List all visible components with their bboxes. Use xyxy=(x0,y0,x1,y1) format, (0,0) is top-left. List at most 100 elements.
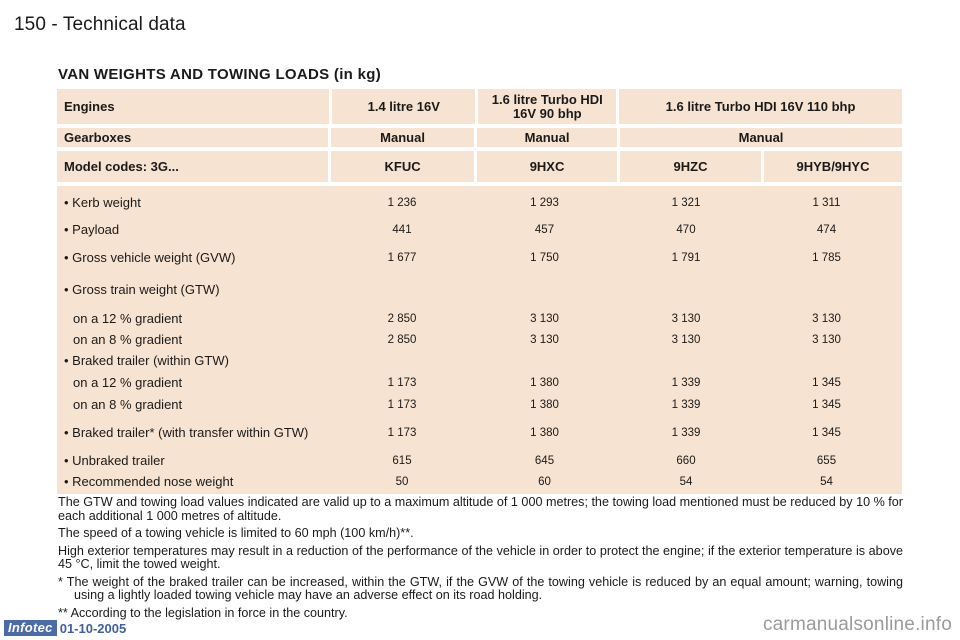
engine-col-34: 1.6 litre Turbo HDI 16V 110 bhp xyxy=(616,89,902,124)
row-label: • Payload xyxy=(64,222,120,237)
cell: 1 339 xyxy=(671,377,701,389)
cell: 3 130 xyxy=(812,312,841,325)
table-row: • Payload 441 457 470 474 xyxy=(57,216,902,244)
note-altitude: The GTW and towing load values indicated… xyxy=(58,495,903,523)
cell: 1 236 xyxy=(387,196,417,209)
model-code-3: 9HZC xyxy=(617,151,761,182)
footnote-legislation: ** According to the legislation in force… xyxy=(58,605,348,620)
cell: 3 130 xyxy=(530,333,559,346)
table-row: • Gross train weight (GTW) xyxy=(57,272,902,308)
cell: 1 339 xyxy=(671,398,701,411)
publisher-stamp: Infotec 01-10-2005 xyxy=(4,620,126,636)
model-code-2: 9HXC xyxy=(474,151,617,182)
cell: 2 850 xyxy=(387,333,417,346)
cell: 1 380 xyxy=(530,377,559,389)
infotec-logo: Infotec xyxy=(4,620,57,636)
cell xyxy=(330,272,474,308)
cell: 1 293 xyxy=(530,196,559,209)
row-label: • Braked trailer (within GTW) xyxy=(64,353,229,368)
cell: 1 677 xyxy=(387,252,417,264)
table-row: • Kerb weight 1 236 1 293 1 321 1 311 xyxy=(57,189,902,216)
cell: 1 321 xyxy=(671,196,701,209)
cell xyxy=(615,272,757,308)
gearboxes-label: Gearboxes xyxy=(64,129,132,145)
cell xyxy=(757,350,896,372)
section-title: VAN WEIGHTS AND TOWING LOADS (in kg) xyxy=(58,66,382,83)
page-title: 150 - Technical data xyxy=(14,14,186,35)
table-row: on an 8 % gradient 2 850 3 130 3 130 3 1… xyxy=(57,329,902,350)
model-code-4: 9HYB/9HYC xyxy=(761,151,902,182)
cell: 60 xyxy=(538,476,551,488)
cell: 1 345 xyxy=(812,377,841,389)
gearboxes-row: Gearboxes Manual Manual Manual xyxy=(57,128,902,147)
engines-row: Engines 1.4 litre 16V 1.6 litre Turbo HD… xyxy=(57,89,902,124)
cell: 1 173 xyxy=(387,426,417,439)
engine-col-2: 1.6 litre Turbo HDI 16V 90 bhp xyxy=(475,89,616,124)
engine-col-1: 1.4 litre 16V xyxy=(329,89,475,124)
row-label: • Braked trailer* (with transfer within … xyxy=(64,424,309,440)
table-row: on an 8 % gradient 1 173 1 380 1 339 1 3… xyxy=(57,394,902,415)
cell: 50 xyxy=(395,476,409,488)
cell: 1 311 xyxy=(812,196,841,209)
cell: 1 785 xyxy=(812,252,841,264)
cell: 3 130 xyxy=(671,333,701,346)
cell xyxy=(757,272,896,308)
cell xyxy=(330,350,474,372)
table-row: • Gross vehicle weight (GVW) 1 677 1 750… xyxy=(57,244,902,272)
model-code-1: KFUC xyxy=(328,151,474,182)
cell: 1 750 xyxy=(530,252,559,264)
row-label: • Gross train weight (GTW) xyxy=(64,282,220,297)
cell: 660 xyxy=(676,455,696,467)
note-speed: The speed of a towing vehicle is limited… xyxy=(58,526,414,540)
table-row: • Braked trailer* (with transfer within … xyxy=(57,415,902,450)
cell: 1 345 xyxy=(812,398,841,411)
weights-table: Engines 1.4 litre 16V 1.6 litre Turbo HD… xyxy=(57,89,902,494)
notes: The GTW and towing load values indicated… xyxy=(58,495,903,624)
cell: 441 xyxy=(392,224,412,236)
row-label: on an 8 % gradient xyxy=(73,331,183,347)
gearbox-col-1: Manual xyxy=(328,128,474,147)
row-label: on a 12 % gradient xyxy=(73,375,183,390)
cell: 1 345 xyxy=(812,426,841,439)
note-temperature: High exterior temperatures may result in… xyxy=(58,543,903,571)
row-label: • Kerb weight xyxy=(64,194,141,210)
cell: 470 xyxy=(676,224,696,236)
cell xyxy=(474,350,615,372)
cell: 457 xyxy=(534,224,555,236)
engines-label: Engines xyxy=(64,98,115,114)
cell: 1 380 xyxy=(530,398,559,411)
cell: 1 380 xyxy=(530,426,559,439)
gearbox-col-34: Manual xyxy=(617,128,902,147)
row-label: on a 12 % gradient xyxy=(73,310,183,326)
cell: 2 850 xyxy=(387,312,417,325)
model-codes-label: Model codes: 3G... xyxy=(64,158,179,174)
cell: 655 xyxy=(816,455,837,467)
cell: 3 130 xyxy=(671,312,701,325)
model-codes-row: Model codes: 3G... KFUC 9HXC 9HZC 9HYB/9… xyxy=(57,151,902,182)
table-body: • Kerb weight 1 236 1 293 1 321 1 311 • … xyxy=(57,186,902,494)
cell: 615 xyxy=(392,455,412,467)
row-label: • Gross vehicle weight (GVW) xyxy=(64,250,236,265)
cell: 645 xyxy=(534,455,555,467)
row-label: • Recommended nose weight xyxy=(64,474,234,489)
cell: 54 xyxy=(820,476,833,488)
row-label: • Unbraked trailer xyxy=(64,453,165,468)
table-row: • Braked trailer (within GTW) xyxy=(57,350,902,372)
cell: 1 173 xyxy=(387,398,417,411)
table-row: on a 12 % gradient 1 173 1 380 1 339 1 3… xyxy=(57,372,902,394)
cell: 1 173 xyxy=(387,377,417,389)
cell: 1 339 xyxy=(671,426,701,439)
table-row: • Unbraked trailer 615 645 660 655 xyxy=(57,450,902,472)
stamp-date: 01-10-2005 xyxy=(59,620,127,636)
watermark: carmanualsonline.info xyxy=(762,614,952,635)
table-row: on a 12 % gradient 2 850 3 130 3 130 3 1… xyxy=(57,308,902,329)
cell: 474 xyxy=(816,224,837,236)
row-label: on an 8 % gradient xyxy=(73,396,183,412)
cell: 3 130 xyxy=(530,312,559,325)
cell xyxy=(474,272,615,308)
gearbox-col-2: Manual xyxy=(474,128,617,147)
cell: 1 791 xyxy=(671,252,701,264)
cell: 3 130 xyxy=(812,333,841,346)
footnote-braked-trailer: * The weight of the braked trailer can b… xyxy=(58,574,903,602)
cell: 54 xyxy=(679,476,693,488)
